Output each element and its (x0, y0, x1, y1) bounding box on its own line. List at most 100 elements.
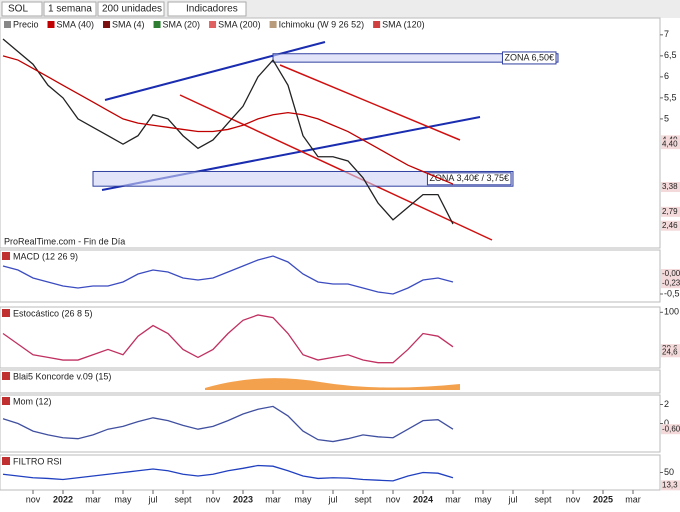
panel-title: Blai5 Koncorde v.09 (15) (13, 371, 111, 381)
zone-label: ZONA 3,40€ / 3,75€ (429, 173, 509, 183)
price-label-box (661, 269, 680, 279)
price-label-box (661, 220, 680, 231)
zone (272, 53, 559, 63)
y-tick-label: 0 (664, 418, 669, 428)
legend-entry: Ichimoku (W 9 26 52) (279, 19, 365, 29)
x-tick-label: mar (445, 494, 461, 504)
legend-swatch (153, 21, 161, 28)
indicators[interactable]: Indicadores (186, 4, 238, 15)
panel-title-box (2, 397, 10, 405)
zone-label: ZONA 6,50€ (504, 52, 554, 62)
legend-swatch (103, 21, 111, 28)
x-tick-label: sept (174, 494, 192, 504)
y-tick-label: 5,5 (664, 92, 677, 102)
x-tick-label: may (294, 494, 312, 504)
panel-title-box (2, 309, 10, 317)
legend-entry: Precio (13, 19, 39, 29)
series-line (2, 464, 454, 482)
trend-line (104, 41, 326, 101)
legend-entry: SMA (4) (112, 19, 145, 29)
panel-frame (0, 17, 661, 249)
legend-entry: SMA (40) (57, 19, 95, 29)
price-label: -0,00 (662, 269, 680, 278)
zone-label-box (501, 51, 557, 65)
indicators-box[interactable] (167, 1, 247, 17)
y-tick-label: 5 (664, 113, 669, 123)
x-tick-label: mar (85, 494, 101, 504)
price-label: 24,6 (662, 347, 678, 356)
x-tick-label: 2022 (53, 494, 73, 504)
x-tick-label: sept (534, 494, 552, 504)
price-label: 2,79 (662, 207, 678, 216)
panel-frame (0, 454, 661, 491)
y-tick-label: 2 (664, 399, 669, 409)
series-line (2, 405, 454, 443)
period-box[interactable] (43, 1, 97, 17)
price-label-box (661, 424, 680, 435)
panel-frame (0, 394, 661, 453)
panel-title: Estocástico (26 8 5) (13, 308, 93, 318)
price-label-box (661, 347, 680, 358)
legend-entry: SMA (20) (163, 19, 201, 29)
legend-swatch (209, 21, 217, 28)
trend-line (279, 64, 461, 141)
units-box[interactable] (97, 1, 165, 17)
panel-title-box (2, 372, 10, 380)
symbol[interactable]: SOL (8, 4, 28, 15)
price-label: 13,3 (662, 480, 678, 489)
price-label: 2,46 (662, 221, 678, 230)
legend-swatch (373, 21, 381, 28)
symbol-box[interactable] (1, 1, 43, 17)
y-tick-label: 7 (664, 29, 669, 39)
x-tick-label: nov (386, 494, 401, 504)
series-line (2, 255, 454, 295)
legend-entry: SMA (120) (382, 19, 425, 29)
price-label-box (661, 278, 680, 289)
price-label: 3,38 (662, 182, 678, 191)
x-tick-label: mar (625, 494, 641, 504)
koncorde-area (205, 378, 460, 390)
panel-frame (0, 249, 661, 303)
legend-swatch (269, 21, 277, 28)
units[interactable]: 200 unidades (102, 4, 162, 15)
y-tick-label: 6 (664, 71, 669, 81)
source: ProRealTime.com - Fin de Día (4, 236, 125, 246)
x-tick-label: 2024 (413, 494, 433, 504)
legend-swatch (47, 21, 55, 28)
x-tick-label: 2023 (233, 494, 253, 504)
price-label-box (661, 182, 680, 193)
series-line (2, 38, 454, 225)
series-line (2, 55, 454, 185)
y-tick-label: 100 (664, 307, 679, 317)
x-tick-label: nov (206, 494, 221, 504)
panel-frame (0, 369, 661, 394)
x-tick-label: nov (566, 494, 581, 504)
y-tick-label: 50 (664, 467, 674, 477)
panel-title-box (2, 457, 10, 465)
price-label-box (661, 139, 680, 150)
x-tick-label: 2025 (593, 494, 613, 504)
x-tick-label: may (474, 494, 492, 504)
price-label-box (661, 206, 680, 217)
panel-frame (0, 306, 661, 369)
trend-line (179, 94, 493, 241)
legend-entry: SMA (200) (218, 19, 261, 29)
period[interactable]: 1 semana (48, 4, 92, 15)
price-label: 4,40 (662, 139, 678, 148)
price-label: -0,23 (662, 278, 680, 287)
legend-swatch (4, 21, 11, 28)
panel-title-box (2, 252, 10, 260)
x-tick-label: nov (26, 494, 41, 504)
y-tick-label: -0,5 (664, 288, 680, 298)
panel-title: MACD (12 26 9) (13, 251, 78, 261)
x-tick-label: may (114, 494, 132, 504)
x-tick-label: mar (265, 494, 281, 504)
x-tick-label: sept (354, 494, 372, 504)
x-tick-label: jul (327, 494, 337, 504)
price-label-box (661, 480, 680, 491)
panel-title: FILTRO RSI (13, 456, 62, 466)
panel-title: Mom (12) (13, 396, 52, 406)
x-tick-label: jul (147, 494, 157, 504)
series-line (2, 314, 454, 364)
